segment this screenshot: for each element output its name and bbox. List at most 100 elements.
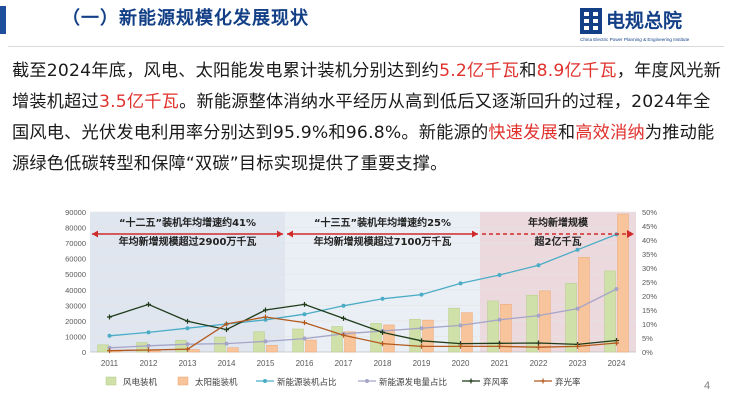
line-wind-curtailment-point [107, 314, 112, 320]
line-generation-share-point [263, 339, 268, 344]
line-wind-curtailment-point [302, 301, 307, 307]
para-highlight: 3.5亿千瓦 [98, 92, 180, 112]
para-highlight: 5.2亿千瓦 [439, 61, 520, 81]
y-right-tick-label: 30% [642, 264, 657, 273]
x-tick-label: 2013 [179, 359, 197, 368]
line-install-share-point [575, 247, 580, 252]
bar-solar [227, 347, 239, 353]
period-subtitle-12th: 年均新增规模超过2900万千瓦 [119, 235, 257, 248]
bar-wind [214, 336, 226, 353]
bar-wind [97, 344, 109, 353]
para-highlight: 高效消纳 [575, 123, 645, 143]
legend-label: 风电装机 [123, 377, 158, 388]
line-generation-share-point [458, 323, 463, 328]
period-band-12th [90, 212, 285, 352]
bar-wind [370, 323, 382, 353]
bar-solar [422, 319, 434, 353]
line-install-share-point [107, 333, 112, 338]
y-right-tick-label: 25% [642, 278, 657, 287]
para-text: 和 [519, 61, 537, 81]
line-solar-curtailment-point [341, 332, 346, 338]
bar-wind [292, 328, 304, 353]
x-tick-label: 2017 [335, 359, 353, 368]
period-title-14th: 年均新增规模 [528, 216, 589, 229]
legend-swatch-marker [263, 379, 267, 383]
line-solar-curtailment-point [185, 346, 190, 352]
legend-label: 新能源装机占比 [277, 377, 337, 388]
para-text: 为推动能源绿色低碳转型和保障“双碳”目标实现提供了重要支撑。 [12, 123, 715, 174]
line-solar-curtailment [109, 316, 617, 352]
y-right-tick-label: 5% [642, 334, 653, 343]
line-wind-curtailment-point [185, 318, 190, 324]
title-divider [8, 46, 724, 47]
title-accent-bar [0, 6, 6, 34]
period-subtitle-14th: 超2亿千瓦 [534, 235, 582, 248]
line-generation-share-point [614, 287, 619, 291]
bar-wind [448, 307, 460, 353]
line-solar-curtailment-point [224, 321, 229, 327]
line-install-share-point [263, 317, 268, 322]
line-install-share-point [302, 312, 307, 317]
logo-mark-icon [580, 8, 602, 34]
x-tick-label: 2016 [296, 359, 314, 368]
y-right-tick-label: 35% [642, 250, 657, 259]
legend-label: 弃光率 [555, 377, 581, 388]
line-install-share-point [536, 263, 541, 268]
y-left-tick-label: 80000 [65, 224, 86, 233]
y-right-tick-label: 45% [642, 222, 657, 231]
x-tick-label: 2018 [374, 359, 392, 368]
line-install-share-point [458, 281, 463, 286]
bar-solar [149, 350, 161, 353]
y-left-tick-label: 10000 [65, 332, 86, 341]
line-wind-curtailment-point [380, 329, 385, 335]
y-left-tick-label: 60000 [65, 255, 86, 264]
bar-wind [526, 294, 538, 353]
institute-logo: 电规总院 China Electric Power Planning & Eng… [580, 4, 720, 44]
x-tick-label: 2011 [101, 359, 119, 368]
line-solar-curtailment-point [575, 343, 580, 349]
line-generation-share-point [224, 341, 229, 346]
line-generation-share-point [302, 336, 307, 341]
line-install-share-point [341, 303, 346, 308]
line-install-share-point [185, 326, 190, 331]
line-generation-share-point [185, 342, 190, 347]
para-text: 。新能源整体消纳水平经历从高到低后又逐渐回升的过程，2024年全国风电、光伏发电… [12, 92, 711, 143]
para-text: 截至2024年底，风电、太阳能发电累计装机分别达到约 [12, 61, 440, 81]
bar-solar [539, 290, 551, 353]
para-highlight: 8.9亿千瓦 [536, 61, 617, 81]
line-wind-curtailment-point [224, 327, 229, 333]
period-subtitle-13th: 年均新增规模超过7100万千瓦 [314, 235, 452, 248]
bar-solar [500, 303, 512, 353]
x-tick-label: 2023 [569, 359, 587, 368]
line-wind-curtailment-point [263, 307, 268, 313]
para-text: ，年度风光新增装机超过 [12, 61, 722, 112]
y-left-tick-label: 20000 [65, 317, 86, 326]
line-install-share-point [380, 296, 385, 301]
x-tick-label: 2024 [608, 359, 626, 368]
y-right-tick-label: 50% [642, 208, 657, 217]
y-left-tick-label: 30000 [65, 301, 86, 310]
bar-solar [344, 331, 356, 353]
line-solar-curtailment-point [380, 341, 385, 347]
legend-label: 新能源发电量占比 [379, 377, 447, 388]
x-tick-label: 2014 [218, 359, 236, 368]
y-right-tick-label: 15% [642, 306, 657, 315]
y-left-tick-label: 50000 [65, 270, 86, 279]
line-generation-share-point [536, 313, 541, 318]
line-solar-curtailment-point [497, 343, 502, 349]
new-energy-chart: 0 10000 20000 30000 40000 50000 60000 70000 8000… [65, 208, 657, 388]
line-wind-curtailment-point [341, 315, 346, 321]
period-title-13th: “十三五”装机年均增速约25% [314, 216, 451, 229]
legend-swatch-marker [540, 378, 546, 384]
legend-swatch-marker [468, 378, 474, 384]
line-solar-curtailment-point [263, 314, 268, 320]
line-install-share-point [146, 330, 151, 335]
y-left-tick-label: 0 [82, 348, 86, 357]
x-tick-label: 2022 [530, 359, 548, 368]
bar-wind [487, 300, 499, 353]
x-tick-label: 2020 [452, 359, 470, 368]
line-generation-share-point [419, 326, 424, 331]
para-text: 和 [557, 123, 576, 143]
legend-label: 太阳能装机 [195, 377, 238, 388]
line-generation-share-point [107, 345, 112, 350]
